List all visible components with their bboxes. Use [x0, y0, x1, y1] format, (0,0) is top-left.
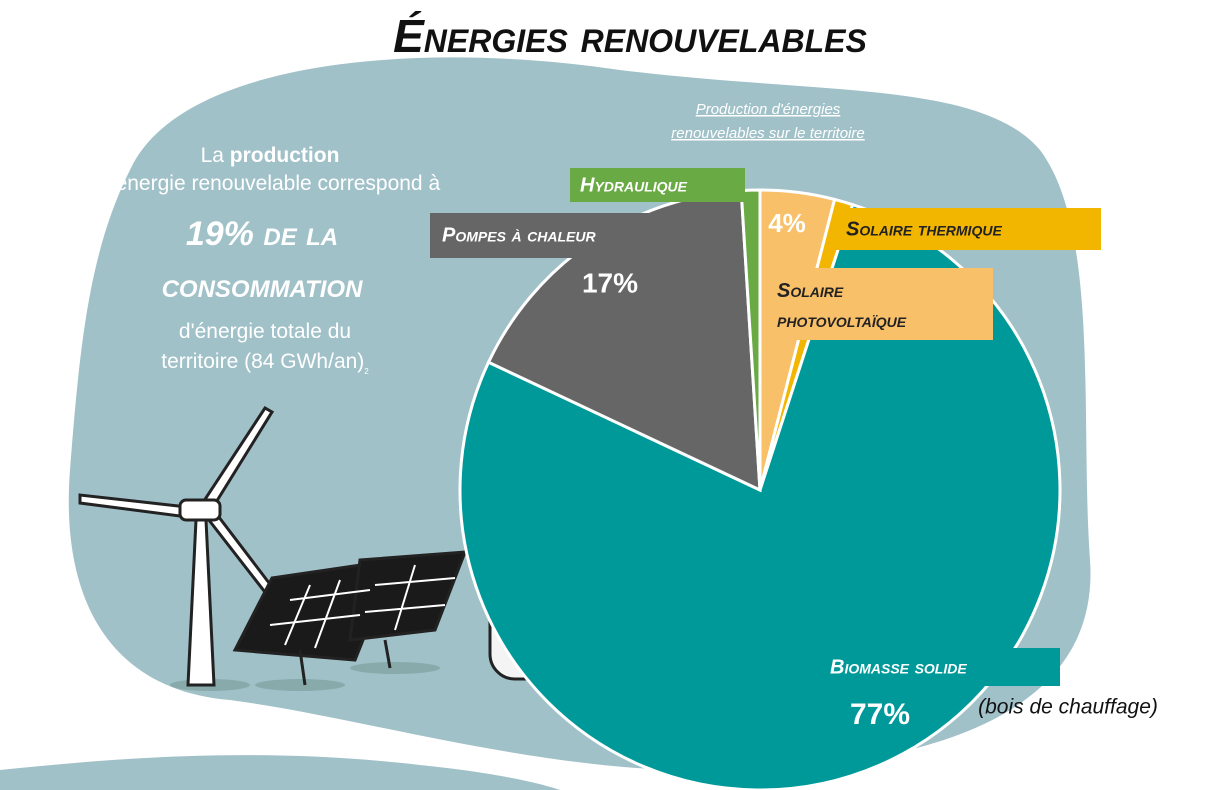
infographic: Énergies renouvelables Production d'éner… [0, 0, 1205, 790]
annotation: (bois de chauffage) [978, 696, 1158, 719]
chart-title: Énergies renouvelables [393, 10, 867, 62]
slice-label: Solaire thermique [846, 218, 1002, 240]
value-label: 17% [582, 267, 638, 298]
value-label: 77% [850, 698, 910, 731]
footnote: 2 [364, 367, 369, 376]
subtitle-text: Production d'énergies [696, 101, 841, 118]
background-blob-bottom [0, 755, 560, 790]
intro-start: La [201, 144, 230, 167]
intro-bold: production [230, 144, 340, 167]
slice-label: Hydraulique [580, 174, 688, 196]
value-label: 4% [768, 208, 806, 238]
slice-label: Pompes à chaleur [442, 224, 596, 246]
summary-intro: La production [201, 144, 340, 167]
summary-intro-end: d'énergie renouvelable correspond à [100, 172, 441, 195]
slice-label: Biomasse solide [830, 656, 967, 678]
page: Énergies renouvelables Production d'éner… [0, 0, 1205, 790]
